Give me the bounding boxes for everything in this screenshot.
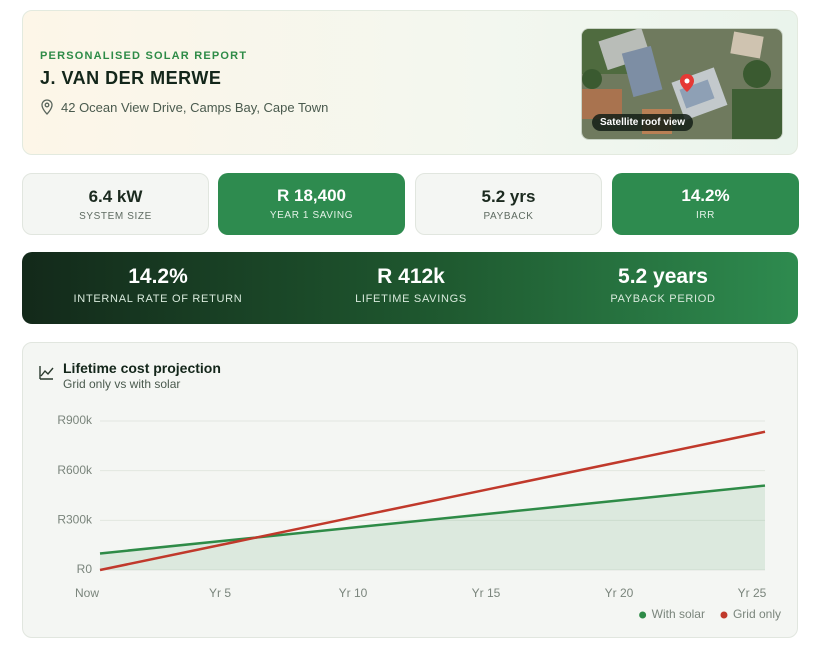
legend-swatch xyxy=(639,611,647,619)
stat-card: 14.2% IRR xyxy=(612,173,799,235)
x-tick-label: Yr 5 xyxy=(209,586,231,600)
stat-label: YEAR 1 SAVING xyxy=(269,210,354,221)
chart-subtitle: Grid only vs with solar xyxy=(63,377,181,391)
highlight-value: 5.2 years xyxy=(618,265,708,288)
highlights-banner: 14.2% INTERNAL RATE OF RETURN R 412k LIF… xyxy=(22,252,798,324)
stat-card: 6.4 kW SYSTEM SIZE xyxy=(22,173,209,235)
highlight: R 412k LIFETIME SAVINGS xyxy=(282,252,540,305)
chart: R0 R300k R600k R900k Now Yr 5 Yr 10 Yr 15 Yr 20 Y… xyxy=(39,366,781,621)
stat-label: IRR xyxy=(695,210,716,221)
chart-card: R0 R300k R600k R900k Now Yr 5 Yr 10 Yr 15 Yr 20 Y… xyxy=(22,342,798,638)
y-tick-label: R300k xyxy=(57,513,93,527)
location-icon xyxy=(41,99,53,115)
x-tick-label: Yr 10 xyxy=(339,586,368,600)
stat-value: R 18,400 xyxy=(277,186,346,205)
area xyxy=(100,485,765,570)
highlight: 14.2% INTERNAL RATE OF RETURN xyxy=(29,252,287,305)
stat-label: SYSTEM SIZE xyxy=(79,211,152,222)
x-tick-label: Yr 25 xyxy=(738,586,767,600)
highlight-label: PAYBACK PERIOD xyxy=(610,293,716,305)
legend-swatch xyxy=(720,611,728,619)
y-tick-label: R0 xyxy=(77,562,93,576)
stat-value: 6.4 kW xyxy=(88,187,143,206)
x-tick-label: Yr 15 xyxy=(472,586,501,600)
y-tick-label: R600k xyxy=(57,463,93,477)
legend-label: Grid only xyxy=(733,607,781,621)
x-tick-label: Now xyxy=(75,586,99,600)
image-label: Satellite roof view xyxy=(592,114,694,131)
line xyxy=(99,484,766,555)
stat-card: R 18,400 YEAR 1 SAVING xyxy=(218,173,405,235)
stat-card: 5.2 yrs PAYBACK xyxy=(415,173,602,235)
highlight-value: 14.2% xyxy=(128,265,188,288)
chart-icon xyxy=(39,366,54,380)
eyebrow: PERSONALISED SOLAR REPORT xyxy=(40,50,248,62)
highlight-value: R 412k xyxy=(377,265,445,288)
address: 42 Ocean View Drive, Camps Bay, Cape Tow… xyxy=(61,100,329,115)
chart-title: Lifetime cost projection xyxy=(63,360,221,376)
customer-name: J. VAN DER MERWE xyxy=(40,68,222,88)
highlight-label: INTERNAL RATE OF RETURN xyxy=(73,293,243,305)
legend-label: With solar xyxy=(652,607,705,621)
x-tick-label: Yr 20 xyxy=(605,586,634,600)
satellite-image[interactable]: Satellite roof view xyxy=(581,28,783,140)
highlight-label: LIFETIME SAVINGS xyxy=(355,293,467,305)
report-header: PERSONALISED SOLAR REPORT J. VAN DER MER… xyxy=(22,10,798,155)
stat-label: PAYBACK xyxy=(483,211,534,222)
line xyxy=(99,430,766,572)
highlight: 5.2 years PAYBACK PERIOD xyxy=(534,252,792,305)
stat-value: 14.2% xyxy=(681,186,730,205)
stat-value: 5.2 yrs xyxy=(481,187,536,206)
y-tick-label: R900k xyxy=(57,413,93,427)
